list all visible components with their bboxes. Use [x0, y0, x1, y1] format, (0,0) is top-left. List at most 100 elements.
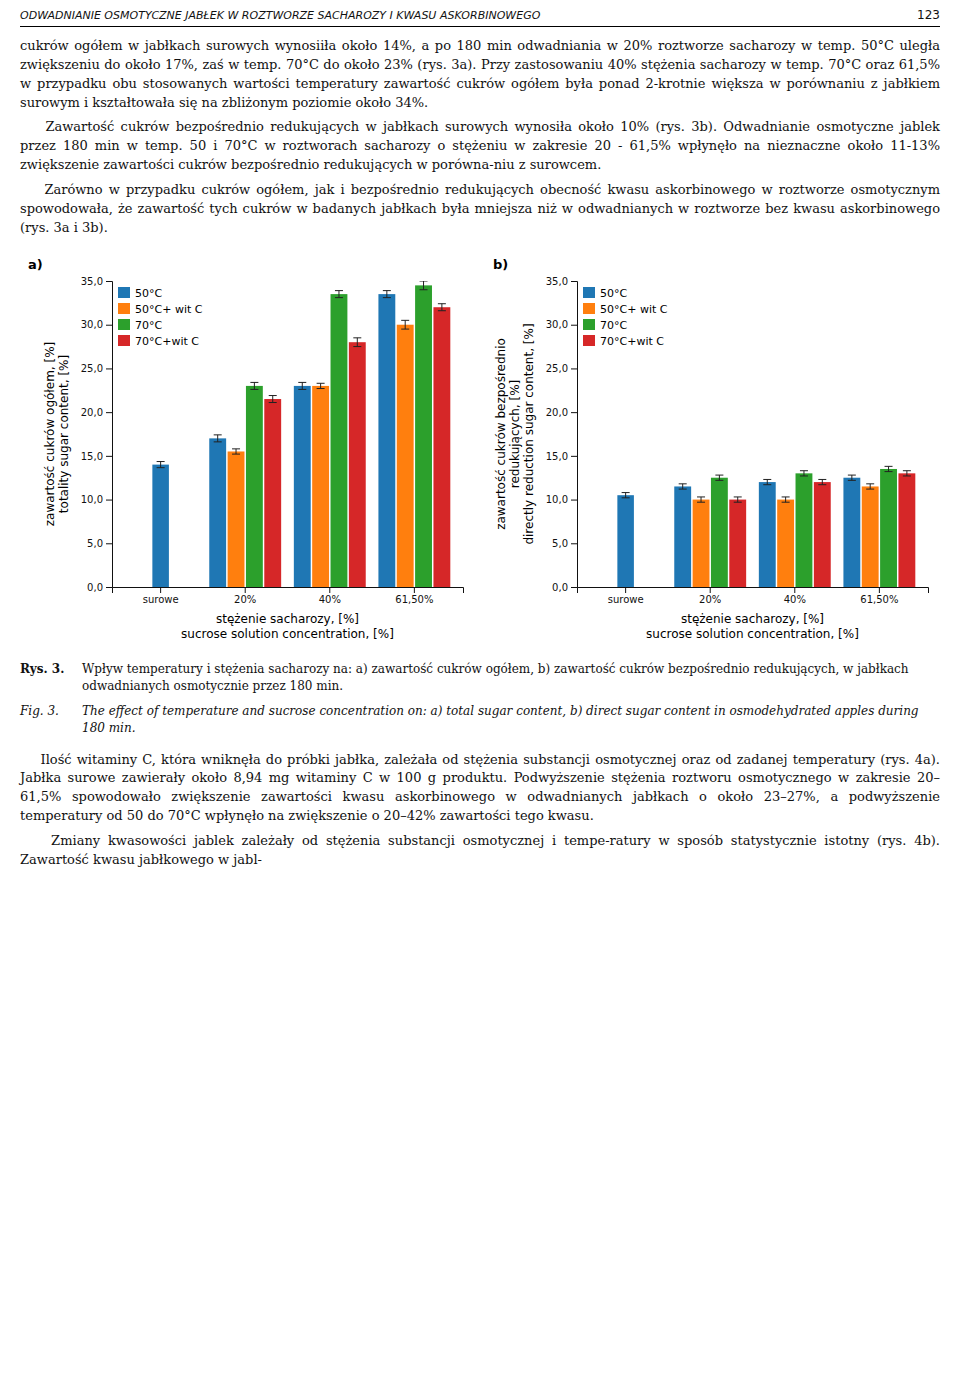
y-tick-label: 15,0	[546, 451, 568, 462]
legend-item: 70°C+wit C	[583, 335, 664, 348]
y-axis-line	[571, 282, 578, 588]
chart-panel: 0,05,010,015,020,025,030,035,0surowe20%4…	[485, 251, 940, 651]
x-tick: 40%	[784, 587, 806, 605]
legend-item: 70°C+wit C	[118, 335, 199, 348]
x-tick-label: surowe	[608, 595, 644, 606]
y-tick-mark	[106, 587, 112, 588]
legend-label: 50°C+ wit C	[135, 303, 203, 316]
x-tick-label: 20%	[699, 595, 721, 606]
y-axis-title-line: redukujących, [%]	[508, 380, 522, 488]
y-axis: 0,05,010,015,020,025,030,035,0	[546, 276, 578, 593]
y-tick: 0,0	[552, 582, 577, 593]
error-bar	[697, 497, 705, 502]
error-bar	[335, 291, 343, 298]
bar	[312, 386, 329, 587]
x-tick-mark	[625, 587, 626, 593]
y-tick-label: 0,0	[87, 582, 103, 593]
x-tick: surowe	[608, 587, 644, 605]
x-axis: surowe20%40%61,50%	[113, 587, 464, 605]
y-axis-title: zawartość cukrów ogółem, [%]totality sug…	[43, 342, 71, 526]
y-tick-mark	[571, 413, 577, 414]
caption-text: Wpływ temperatury i stężenia sacharozy n…	[82, 661, 940, 695]
y-axis-title-line: totality sugar content, [%]	[57, 355, 71, 513]
error-bar	[401, 321, 409, 330]
y-tick-mark	[571, 325, 577, 326]
x-axis-title: stężenie sacharozy, [%]sucrose solution …	[646, 612, 859, 641]
y-tick: 20,0	[546, 407, 577, 418]
error-bar	[622, 493, 630, 498]
legend-swatch	[118, 287, 130, 298]
y-axis: 0,05,010,015,020,025,030,035,0	[81, 276, 113, 593]
y-tick: 10,0	[546, 495, 577, 506]
legend-swatch	[583, 287, 595, 298]
y-tick-mark	[106, 281, 112, 282]
y-axis-title-line: directly reduction sugar content, [%]	[522, 324, 536, 545]
caption: Rys. 3.Wpływ temperatury i stężenia sach…	[20, 661, 940, 695]
x-tick-mark	[710, 587, 711, 593]
y-tick-label: 25,0	[81, 364, 103, 375]
legend-item: 50°C+ wit C	[118, 303, 203, 316]
x-axis-title: stężenie sacharozy, [%]sucrose solution …	[181, 612, 394, 641]
legend: 50°C 50°C+ wit C 70°C 70°C+wit C	[118, 287, 203, 348]
error-bar	[250, 383, 258, 390]
x-axis-line	[578, 588, 929, 594]
y-tick-label: 35,0	[546, 276, 568, 287]
legend-swatch	[118, 319, 130, 330]
x-tick-label: 40%	[319, 595, 341, 606]
bar	[378, 295, 395, 588]
panel-label: b)	[493, 257, 508, 272]
bar	[152, 465, 169, 587]
legend-item: 70°C	[118, 319, 162, 332]
bar	[246, 386, 263, 587]
y-tick-mark	[106, 369, 112, 370]
legend-item: 70°C	[583, 319, 627, 332]
x-tick-mark	[414, 587, 415, 593]
bar	[898, 474, 915, 588]
error-bar	[420, 281, 428, 290]
y-tick-mark	[571, 369, 577, 370]
y-tick-label: 30,0	[81, 320, 103, 331]
page-number: 123	[917, 8, 940, 22]
y-axis-line	[106, 282, 113, 588]
y-tick-mark	[571, 544, 577, 545]
legend-swatch	[583, 303, 595, 314]
y-tick-mark	[571, 587, 577, 588]
bar	[711, 478, 728, 587]
caption-label: Fig. 3.	[20, 703, 82, 737]
header: ODWADNIANIE OSMOTYCZNE JABŁEK W ROZTWORZ…	[20, 8, 940, 22]
header-rule	[20, 26, 940, 27]
y-tick: 30,0	[546, 320, 577, 331]
y-tick-label: 25,0	[546, 364, 568, 375]
bar	[777, 500, 794, 587]
error-bar	[866, 484, 874, 489]
y-tick-label: 10,0	[546, 495, 568, 506]
legend-item: 50°C	[118, 287, 162, 300]
error-bar	[734, 497, 742, 502]
y-axis-title-line: zawartość cukrów ogółem, [%]	[43, 342, 57, 526]
y-tick: 15,0	[546, 451, 577, 462]
error-bar	[679, 484, 687, 489]
legend-swatch	[118, 335, 130, 346]
body-paragraph: Zawartość cukrów bezpośrednio redukujący…	[20, 118, 940, 175]
x-tick-mark	[245, 587, 246, 593]
y-tick-mark	[106, 325, 112, 326]
caption: Fig. 3.The effect of temperature and suc…	[20, 703, 940, 737]
x-axis-title-line: sucrose solution concentration, [%]	[181, 627, 394, 641]
x-axis-title-line: sucrose solution concentration, [%]	[646, 627, 859, 641]
bar	[814, 483, 831, 588]
bar	[693, 500, 710, 587]
x-tick-label: 20%	[234, 595, 256, 606]
bar	[228, 452, 245, 588]
legend-label: 50°C	[600, 287, 627, 300]
y-tick-mark	[106, 413, 112, 414]
error-bar	[848, 476, 856, 481]
legend-label: 50°C+ wit C	[600, 303, 668, 316]
y-tick: 25,0	[546, 364, 577, 375]
bar	[674, 487, 691, 588]
legend-label: 70°C	[135, 319, 162, 332]
legend-swatch	[583, 319, 595, 330]
y-axis-title: zawartość cukrów bezpośrednioredukującyc…	[494, 324, 536, 545]
y-tick: 30,0	[81, 320, 112, 331]
chart-panel: 0,05,010,015,020,025,030,035,0surowe20%4…	[20, 251, 475, 651]
x-tick-mark	[329, 587, 330, 593]
